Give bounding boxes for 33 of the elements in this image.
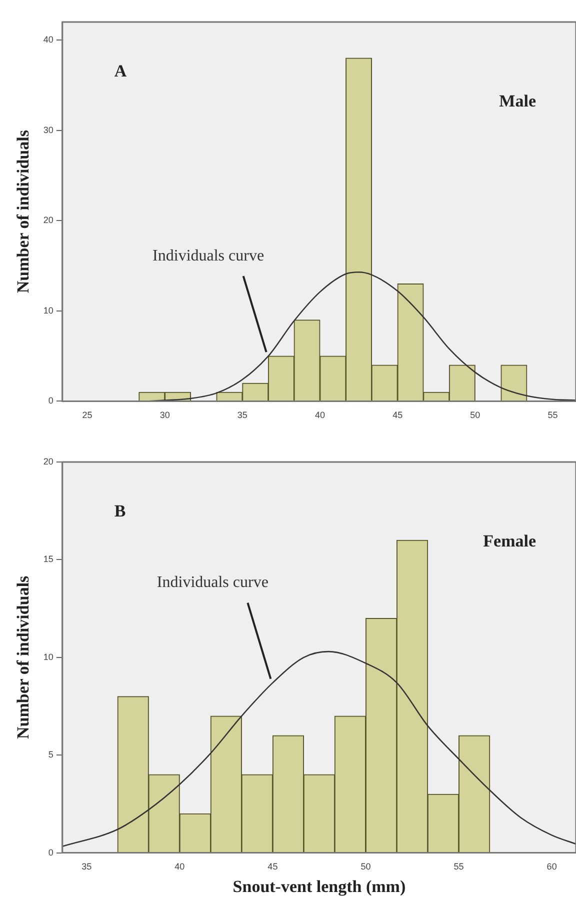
x-tick-label: 60 (546, 862, 557, 872)
y-tick-label: 30 (43, 124, 54, 135)
annotation: Female (483, 531, 536, 550)
x-tick-label: 55 (454, 862, 464, 872)
annotation: Individuals curve (156, 574, 268, 592)
x-tick-label: 45 (268, 862, 278, 872)
x-tick-label: 35 (82, 862, 92, 872)
y-tick-label: 10 (43, 305, 54, 316)
x-tick-label: 55 (548, 410, 558, 420)
annotation: Individuals curve (152, 247, 264, 264)
line-series (62, 650, 576, 847)
x-tick-label: 50 (470, 410, 480, 420)
y-axis-title: Number of individuals (14, 130, 33, 294)
x-tick-label: 35 (237, 410, 248, 420)
y-tick-label: 5 (48, 750, 54, 760)
y-tick-label: 0 (48, 396, 54, 406)
y-axis-title: Number of individuals (14, 575, 33, 739)
x-tick-label: 30 (160, 410, 170, 420)
y-tick-label: 10 (43, 652, 54, 662)
x-axis-title: Snout-vent length (mm) (232, 877, 406, 896)
y-tick-label: 40 (43, 34, 54, 45)
annotation: B (114, 501, 126, 520)
y-tick-label: 0 (48, 847, 54, 858)
y-tick-label: 15 (43, 554, 54, 564)
annotation: Male (499, 91, 536, 110)
x-tick-label: 25 (82, 410, 92, 420)
y-tick-label: 20 (43, 215, 54, 226)
x-tick-label: 45 (392, 410, 403, 420)
x-tick-label: 40 (174, 862, 185, 872)
annotation: A (114, 61, 128, 80)
y-tick-label: 20 (43, 456, 54, 466)
x-tick-label: 50 (360, 862, 371, 872)
x-tick-label: 40 (314, 410, 325, 420)
